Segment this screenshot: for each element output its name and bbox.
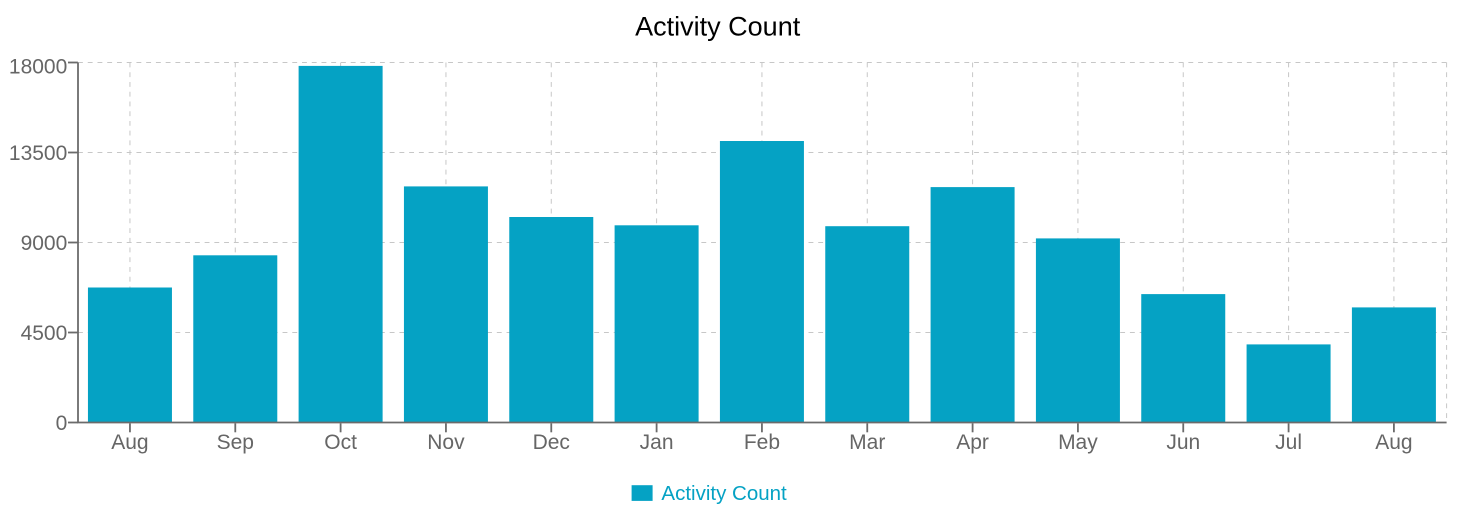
svg-text:Activity Count: Activity Count bbox=[661, 482, 787, 505]
svg-text:4500: 4500 bbox=[21, 322, 68, 345]
svg-text:Sep: Sep bbox=[217, 431, 254, 454]
svg-text:Mar: Mar bbox=[849, 431, 885, 454]
svg-text:May: May bbox=[1058, 431, 1098, 454]
svg-text:Oct: Oct bbox=[324, 431, 357, 454]
svg-text:Aug: Aug bbox=[111, 431, 148, 454]
svg-text:Feb: Feb bbox=[744, 431, 780, 454]
svg-text:Jul: Jul bbox=[1275, 431, 1302, 454]
svg-text:Activity Count: Activity Count bbox=[635, 12, 801, 42]
svg-text:Apr: Apr bbox=[956, 431, 989, 454]
svg-text:Nov: Nov bbox=[427, 431, 465, 454]
svg-text:0: 0 bbox=[56, 412, 68, 435]
svg-text:Dec: Dec bbox=[533, 431, 570, 454]
svg-text:13500: 13500 bbox=[9, 142, 67, 165]
svg-text:Jun: Jun bbox=[1166, 431, 1200, 454]
svg-text:9000: 9000 bbox=[21, 232, 68, 255]
svg-text:18000: 18000 bbox=[9, 55, 67, 78]
svg-text:Jan: Jan bbox=[640, 431, 674, 454]
svg-text:Aug: Aug bbox=[1375, 431, 1412, 454]
